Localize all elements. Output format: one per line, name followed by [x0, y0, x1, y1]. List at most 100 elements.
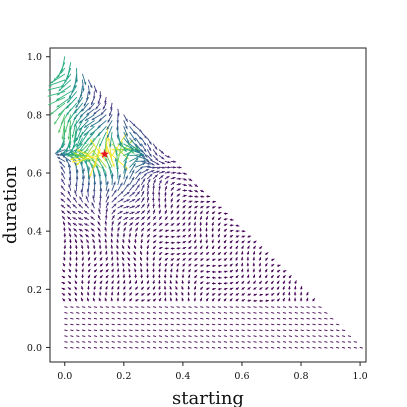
vector-arrowhead: [153, 235, 157, 238]
vector-arrowhead: [107, 137, 111, 141]
vector-arrow: [117, 335, 121, 337]
vector-arrowhead: [181, 269, 185, 272]
vector-arrowhead: [283, 270, 286, 273]
vector-arrowhead: [87, 280, 90, 284]
vector-arrow: [294, 323, 298, 326]
vector-arrowhead: [98, 208, 101, 212]
vector-arrowhead: [147, 234, 150, 237]
vector-arrow: [135, 323, 139, 326]
vector-arrowhead: [134, 274, 137, 277]
vector-arrowhead: [183, 200, 186, 203]
vector-arrow: [223, 341, 228, 343]
vector-arrow: [194, 341, 198, 343]
vector-arrowhead: [78, 217, 82, 220]
vector-arrow: [117, 141, 123, 162]
vector-arrowhead: [176, 216, 180, 220]
vector-arrow: [265, 341, 269, 343]
vector-arrowhead: [97, 101, 101, 104]
vector-arrowhead: [105, 208, 109, 212]
vector-arrowhead: [140, 239, 143, 242]
vector-arrowhead: [230, 276, 233, 279]
vector-arrow: [176, 335, 180, 337]
vector-arrow: [111, 323, 115, 326]
vector-arrow: [99, 335, 104, 337]
vector-arrow: [135, 306, 139, 308]
vector-arrowhead: [241, 299, 245, 302]
vector-arrowhead: [98, 233, 101, 237]
vector-arrow: [259, 329, 263, 332]
vector-arrowhead: [124, 222, 127, 226]
vector-arrow: [300, 329, 304, 332]
vector-arrowhead: [75, 262, 78, 266]
vector-arrow: [194, 312, 198, 314]
vector-arrow: [359, 347, 363, 349]
vector-arrowhead: [87, 251, 90, 254]
vector-arrow: [123, 329, 127, 332]
vector-arrow: [211, 329, 216, 332]
vector-arrow: [147, 306, 151, 308]
vector-arrowhead: [68, 287, 71, 291]
vector-arrowhead: [140, 233, 144, 237]
vector-arrow: [276, 341, 281, 343]
vector-arrow: [182, 329, 186, 332]
vector-arrowhead: [247, 240, 251, 244]
vector-arrowhead: [270, 281, 274, 284]
vector-arrow: [176, 312, 180, 314]
vector-arrowhead: [91, 234, 95, 237]
vector-arrowhead: [282, 280, 285, 284]
vector-arrowhead: [81, 245, 84, 248]
vector-arrowhead: [56, 150, 60, 153]
vector-arrowhead: [183, 178, 187, 181]
vector-arrowhead: [175, 274, 179, 278]
vector-arrow: [306, 306, 310, 308]
vector-arrowhead: [116, 120, 120, 123]
vector-arrow: [73, 114, 83, 128]
vector-arrow: [288, 317, 293, 320]
vector-arrowhead: [48, 94, 51, 97]
vector-arrowhead: [169, 292, 173, 295]
vector-arrow: [282, 329, 287, 332]
vector-arrowhead: [143, 148, 147, 152]
vector-arrowhead: [66, 105, 69, 109]
vector-arrow: [194, 317, 198, 320]
vector-arrow: [241, 323, 245, 326]
vector-arrowhead: [194, 275, 197, 279]
vector-arrow: [324, 317, 328, 320]
vector-arrowhead: [123, 227, 126, 231]
vector-arrowhead: [240, 257, 244, 260]
vector-arrowhead: [97, 227, 101, 231]
vector-arrowhead: [181, 298, 185, 301]
vector-arrowhead: [116, 251, 119, 254]
vector-arrowhead: [181, 286, 184, 290]
vector-arrow: [74, 120, 83, 135]
vector-arrowhead: [241, 245, 244, 249]
vector-arrowhead: [141, 216, 145, 220]
vector-arrowhead: [84, 229, 88, 232]
vector-arrowhead: [132, 123, 136, 127]
vector-arrow: [324, 335, 328, 337]
vector-arrow: [117, 347, 121, 349]
vector-arrow: [93, 329, 98, 332]
vector-arrowhead: [118, 174, 121, 178]
vector-arrow: [176, 341, 180, 343]
vector-arrowhead: [201, 195, 204, 198]
vector-arrow: [182, 317, 186, 320]
vector-arrowhead: [189, 200, 193, 204]
vector-arrowhead: [74, 124, 77, 127]
vector-arrow: [82, 329, 86, 332]
vector-arrowhead: [153, 229, 157, 232]
vector-arrowhead: [76, 144, 79, 147]
vector-arrowhead: [212, 264, 216, 268]
vector-arrowhead: [133, 251, 137, 255]
vector-arrowhead: [75, 154, 79, 158]
vector-arrowhead: [194, 206, 198, 209]
vector-arrow: [276, 312, 281, 314]
vector-arrow: [129, 312, 133, 314]
vector-arrowhead: [167, 160, 171, 164]
vector-arrow: [64, 329, 68, 332]
vector-arrowhead: [200, 264, 204, 268]
vector-arrowhead: [130, 217, 134, 220]
vector-arrowhead: [171, 252, 175, 256]
vector-arrowhead: [129, 146, 133, 149]
vector-arrowhead: [68, 281, 71, 285]
